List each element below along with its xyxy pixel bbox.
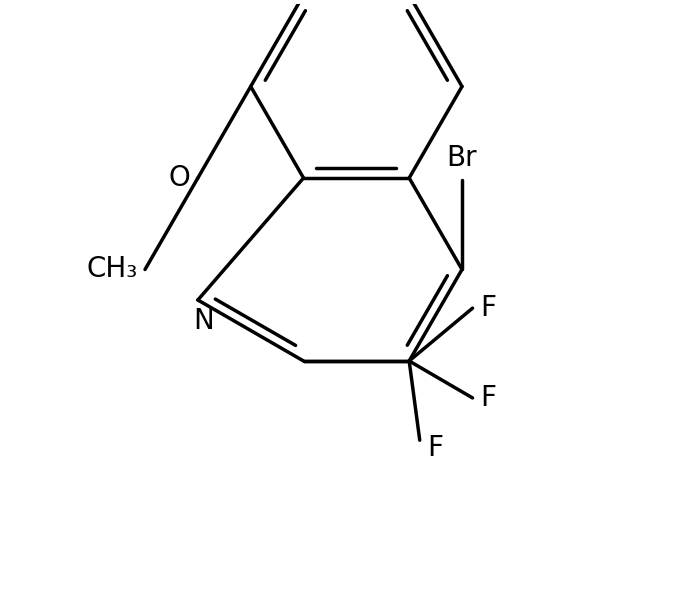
- Text: O: O: [169, 164, 191, 192]
- Text: F: F: [480, 294, 496, 322]
- Text: N: N: [193, 307, 214, 335]
- Text: CH₃: CH₃: [86, 256, 138, 283]
- Text: F: F: [427, 434, 443, 461]
- Text: Br: Br: [447, 144, 477, 172]
- Text: F: F: [480, 384, 496, 412]
